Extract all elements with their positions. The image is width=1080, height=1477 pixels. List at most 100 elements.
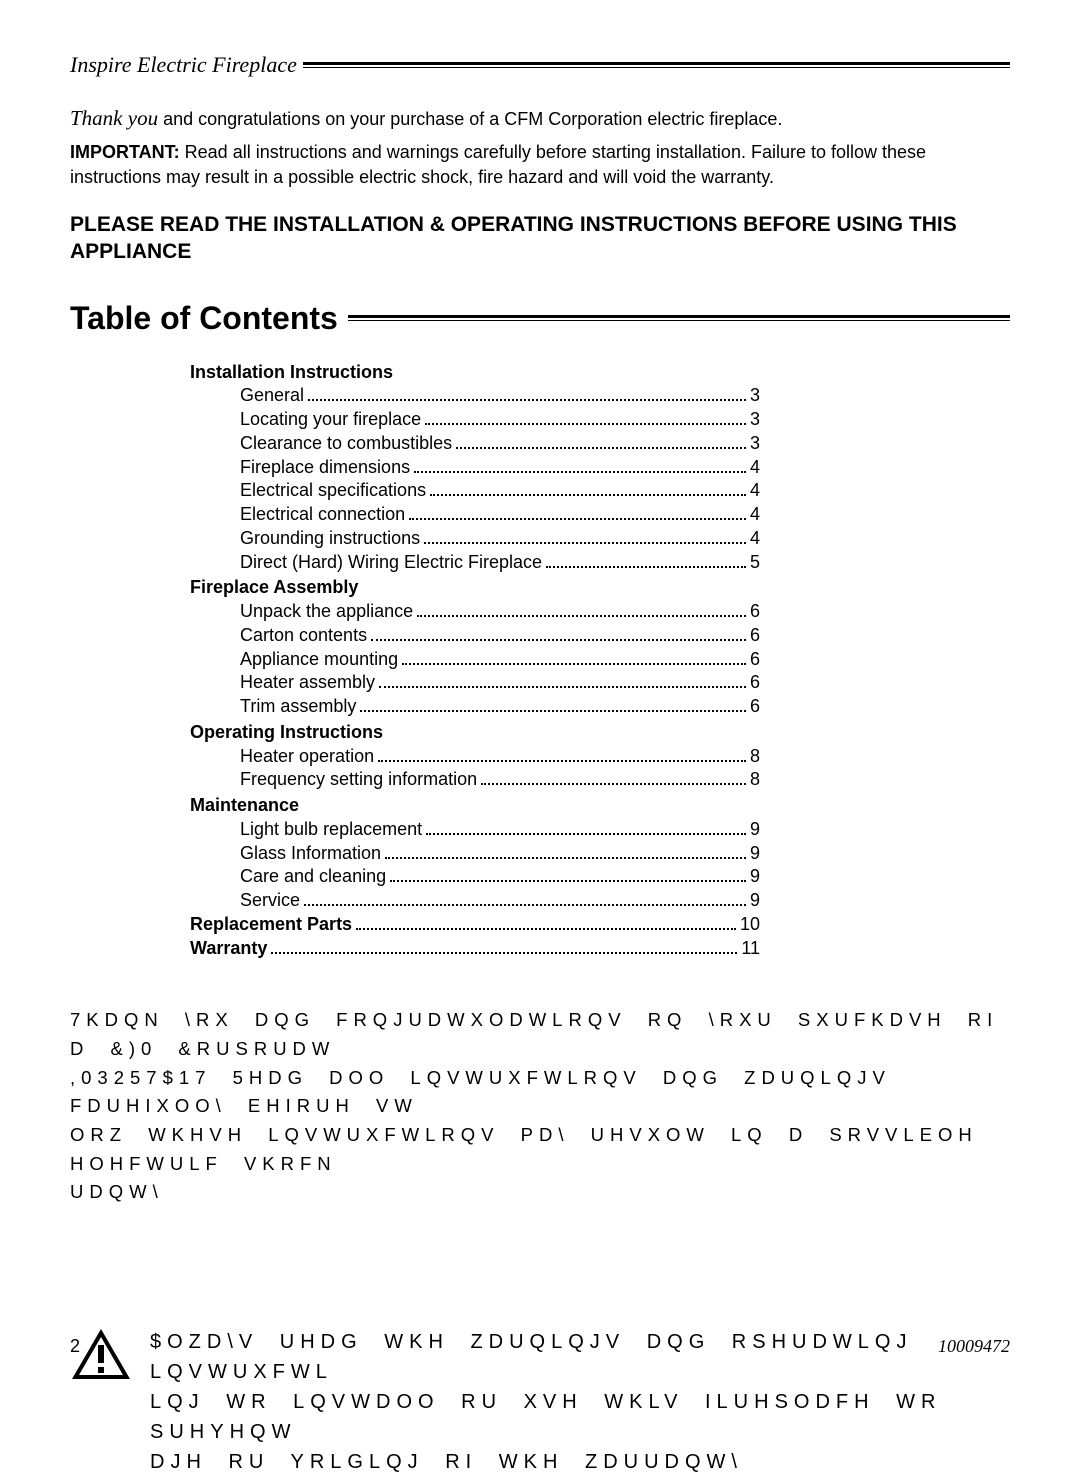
toc-leader-dots: [271, 952, 737, 954]
thank-you-emphasis: Thank you: [70, 106, 158, 130]
toc-leader-dots: [425, 423, 746, 425]
thank-you-text: and congratulations on your purchase of …: [158, 109, 782, 129]
toc-leader-dots: [371, 639, 746, 641]
toc-entry-label: Electrical specifications: [240, 479, 426, 503]
toc-leader-dots: [409, 518, 746, 520]
toc-entry-label: Fireplace dimensions: [240, 456, 410, 480]
toc-leader-dots: [414, 471, 746, 473]
toc-entry-page: 9: [750, 842, 760, 866]
toc-leader-dots: [379, 686, 746, 688]
toc-leader-dots: [426, 833, 746, 835]
toc-entry: Frequency setting information 8: [240, 768, 760, 792]
toc-entry: Heater assembly 6: [240, 671, 760, 695]
toc-entry-label: General: [240, 384, 304, 408]
toc-entry-page: 4: [750, 527, 760, 551]
toc-leader-dots: [430, 494, 746, 496]
toc-entry-page: 8: [750, 768, 760, 792]
toc-entry-label: Appliance mounting: [240, 648, 398, 672]
toc-entry-page: 6: [750, 600, 760, 624]
encoded-line: ,03257$17 5HDG DOO LQVWUXFWLRQV DQG ZDUQ…: [70, 1064, 1010, 1121]
important-paragraph: IMPORTANT: Read all instructions and war…: [70, 140, 1010, 189]
toc-entry: Service 9: [240, 889, 760, 913]
toc-entry-label: Replacement Parts: [190, 913, 352, 937]
toc-entry: Care and cleaning 9: [240, 865, 760, 889]
toc-entry-label: Electrical connection: [240, 503, 405, 527]
toc-entry-page: 6: [750, 624, 760, 648]
toc-entry-page: 4: [750, 479, 760, 503]
toc-leader-dots: [308, 399, 746, 401]
toc-section-heading: Operating Instructions: [190, 721, 760, 745]
toc-entry-page: 6: [750, 648, 760, 672]
toc-section-heading: Installation Instructions: [190, 361, 760, 385]
toc-entry-label: Unpack the appliance: [240, 600, 413, 624]
please-read-heading: PLEASE READ THE INSTALLATION & OPERATING…: [70, 211, 1010, 266]
toc-leader-dots: [390, 880, 746, 882]
toc-leader-dots: [456, 447, 746, 449]
toc-entry-label: Locating your fireplace: [240, 408, 421, 432]
toc-entry-label: Frequency setting information: [240, 768, 477, 792]
important-label: IMPORTANT:: [70, 142, 180, 162]
toc-entry: Fireplace dimensions 4: [240, 456, 760, 480]
toc-leader-dots: [356, 928, 736, 930]
thank-you-paragraph: Thank you and congratulations on your pu…: [70, 104, 1010, 132]
toc-entry-label: Light bulb replacement: [240, 818, 422, 842]
encoded-line: UDQW\: [70, 1178, 1010, 1207]
toc-entry-page: 3: [750, 408, 760, 432]
toc-leader-dots: [546, 566, 746, 568]
toc-entry-label: Heater assembly: [240, 671, 375, 695]
toc-entry: Grounding instructions4: [240, 527, 760, 551]
warning-line: LQJ WR LQVWDOO RU XVH WKLV ILUHSODFH WR …: [150, 1387, 1010, 1447]
warning-line: DJH RU YRLGLQJ RI WKH ZDUUDQW\: [150, 1447, 1010, 1477]
toc-entry-label: Trim assembly: [240, 695, 356, 719]
toc-title: Table of Contents: [70, 300, 348, 337]
toc-entry-page: 6: [750, 671, 760, 695]
document-number: 10009472: [938, 1336, 1010, 1357]
toc-entry: Warranty11: [190, 937, 760, 961]
toc-leader-dots: [481, 783, 746, 785]
toc-entry-page: 4: [750, 503, 760, 527]
table-of-contents: Installation InstructionsGeneral3Locatin…: [190, 361, 760, 961]
toc-entry: Replacement Parts 10: [190, 913, 760, 937]
product-name: Inspire Electric Fireplace: [70, 52, 303, 78]
page-number: 2: [70, 1336, 80, 1357]
toc-section-heading: Fireplace Assembly: [190, 576, 760, 600]
toc-entry-label: Carton contents: [240, 624, 367, 648]
toc-entry-page: 10: [740, 913, 760, 937]
toc-entry-label: Service: [240, 889, 300, 913]
toc-entry-label: Warranty: [190, 937, 267, 961]
toc-leader-dots: [360, 710, 746, 712]
toc-entry: Light bulb replacement9: [240, 818, 760, 842]
toc-entry: Clearance to combustibles3: [240, 432, 760, 456]
toc-entry: Appliance mounting 6: [240, 648, 760, 672]
page-footer: 2 10009472: [70, 1336, 1010, 1357]
toc-entry: General3: [240, 384, 760, 408]
important-text: Read all instructions and warnings caref…: [70, 142, 926, 186]
toc-entry: Electrical connection 4: [240, 503, 760, 527]
toc-entry-label: Heater operation: [240, 745, 374, 769]
toc-entry: Trim assembly 6: [240, 695, 760, 719]
toc-leader-dots: [378, 760, 746, 762]
toc-rule: [348, 315, 1010, 321]
toc-entry: Locating your fireplace 3: [240, 408, 760, 432]
toc-entry: Direct (Hard) Wiring Electric Fireplace 5: [240, 551, 760, 575]
toc-entry: Unpack the appliance 6: [240, 600, 760, 624]
toc-entry-label: Care and cleaning: [240, 865, 386, 889]
toc-entry: Glass Information9: [240, 842, 760, 866]
toc-entry-page: 5: [750, 551, 760, 575]
toc-leader-dots: [417, 615, 746, 617]
toc-section-heading: Maintenance: [190, 794, 760, 818]
toc-entry-page: 3: [750, 432, 760, 456]
encoded-line: 7KDQN \RX DQG FRQJUDWXODWLRQV RQ \RXU SX…: [70, 1006, 1010, 1063]
toc-entry-page: 9: [750, 889, 760, 913]
encoded-text-block: 7KDQN \RX DQG FRQJUDWXODWLRQV RQ \RXU SX…: [70, 1006, 1010, 1207]
toc-entry-page: 9: [750, 865, 760, 889]
toc-entry: Electrical specifications 4: [240, 479, 760, 503]
toc-leader-dots: [402, 663, 746, 665]
toc-entry: Carton contents 6: [240, 624, 760, 648]
toc-entry-label: Direct (Hard) Wiring Electric Fireplace: [240, 551, 542, 575]
toc-leader-dots: [424, 542, 746, 544]
toc-entry-page: 6: [750, 695, 760, 719]
toc-leader-dots: [385, 857, 746, 859]
toc-entry-page: 4: [750, 456, 760, 480]
toc-entry: Heater operation8: [240, 745, 760, 769]
